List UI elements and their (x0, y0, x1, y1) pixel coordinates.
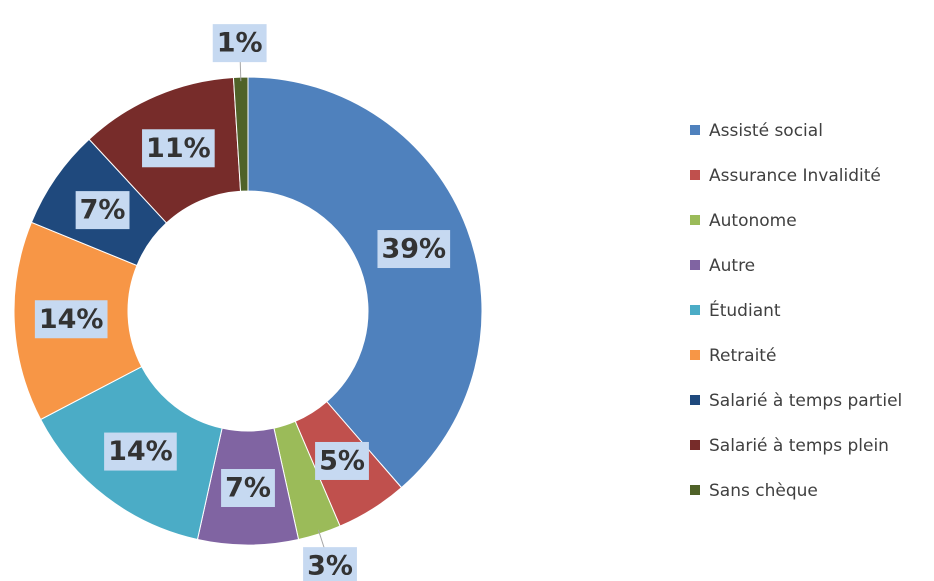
legend-label: Assisté social (709, 121, 823, 141)
data-label: 1% (217, 28, 263, 59)
legend-label: Sans chèque (709, 481, 818, 501)
legend-swatch (690, 305, 700, 315)
legend-swatch (690, 170, 700, 180)
data-label-group: 14% (34, 300, 108, 339)
data-label-bg (34, 300, 108, 339)
data-label-bg (303, 547, 357, 581)
data-label-group: 39% (377, 230, 451, 269)
data-label: 39% (381, 234, 446, 265)
legend-swatch (690, 485, 700, 495)
legend-label: Salarié à temps partiel (709, 391, 902, 411)
legend-label: Retraité (709, 346, 776, 366)
data-label: 5% (319, 445, 365, 476)
data-label-bg (104, 432, 177, 471)
data-label-bg (315, 441, 369, 480)
legend-label: Assurance Invalidité (709, 166, 881, 186)
data-label-group: 5% (315, 441, 369, 480)
data-label-group: 1% (212, 24, 267, 63)
data-label-group: 14% (104, 432, 177, 471)
leader-line (239, 59, 242, 82)
legend-label: Autonome (709, 211, 797, 231)
data-label: 7% (80, 195, 126, 226)
legend-swatch (690, 125, 700, 135)
data-label: 14% (108, 436, 173, 467)
legend-label: Étudiant (709, 299, 781, 321)
data-label-bg (75, 191, 130, 230)
data-label-bg (142, 129, 215, 168)
legend-swatch (690, 395, 700, 405)
data-label-bg (377, 230, 451, 269)
data-label: 14% (39, 304, 104, 335)
legend-label: Autre (709, 256, 755, 276)
legend-label: Salarié à temps plein (709, 436, 889, 456)
data-label-bg (212, 24, 267, 63)
slice (247, 76, 483, 489)
data-label-bg (221, 469, 275, 507)
data-label-group: 7% (75, 191, 130, 230)
legend-swatch (690, 440, 700, 450)
data-label: 7% (225, 473, 271, 504)
slice (232, 76, 249, 192)
data-label-group: 3% (303, 547, 357, 581)
data-label-group: 7% (221, 469, 275, 507)
data-label-group: 11% (142, 129, 215, 168)
data-label: 11% (146, 133, 211, 164)
legend-swatch (690, 215, 700, 225)
data-label: 3% (307, 551, 353, 581)
legend-swatch (690, 350, 700, 360)
legend-swatch (690, 260, 700, 270)
